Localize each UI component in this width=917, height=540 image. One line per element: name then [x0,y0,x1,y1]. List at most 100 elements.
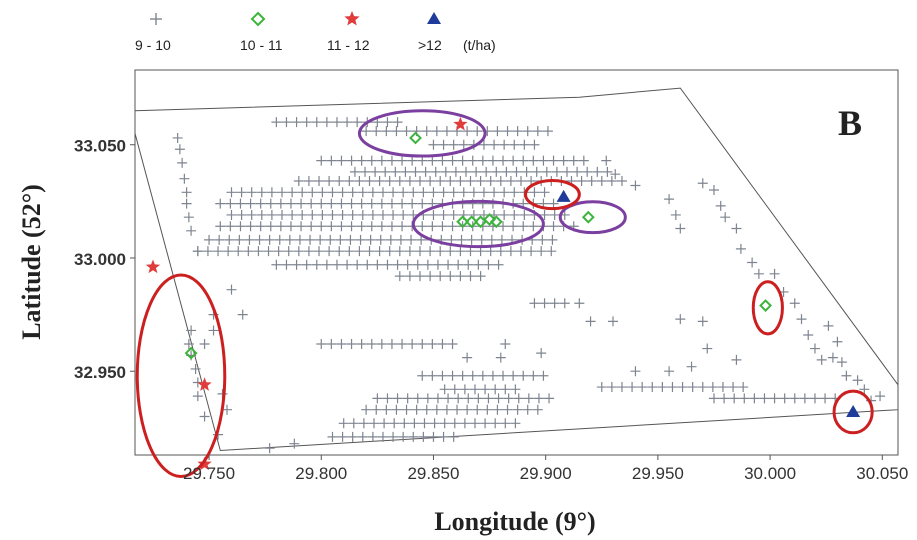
plus-marker [498,155,509,166]
plus-marker [346,198,357,209]
plus-marker [431,126,442,137]
plus-marker [462,126,473,137]
plus-marker [392,393,403,404]
plus-marker [392,117,403,128]
plus-marker [455,246,466,257]
plus-marker [356,155,367,166]
plus-marker [574,298,585,309]
plus-marker [395,234,406,245]
plus-marker [291,259,302,270]
plus-marker [759,393,770,404]
plus-marker [422,259,433,270]
plus-marker [316,198,327,209]
plus-marker [472,404,483,415]
plus-marker [276,209,287,220]
plus-marker [376,155,387,166]
plus-marker [360,166,371,177]
star-marker [145,259,161,274]
plus-marker [412,259,423,270]
plus-marker [561,166,572,177]
plus-marker [441,126,452,137]
diamond-marker [409,131,422,145]
plus-marker [355,234,366,245]
plus-marker [317,187,328,198]
plus-marker [455,271,466,282]
plus-marker [495,175,506,186]
plus-marker [380,166,391,177]
triangle-marker [846,404,861,417]
plus-marker [471,166,482,177]
plus-marker [274,234,285,245]
plus-marker [486,234,497,245]
plus-marker [266,187,277,198]
plus-marker [397,198,408,209]
plus-marker [809,393,820,404]
plus-marker [720,212,731,223]
plus-marker [657,382,668,393]
plus-marker [485,246,496,257]
legend: 9 - 10 10 - 11 11 - 12 >12 (t/ha) [135,11,496,53]
plus-marker [541,166,552,177]
plus-marker [789,298,800,309]
plus-marker [518,221,529,232]
plus-marker [469,418,480,429]
plus-marker [331,259,342,270]
plus-marker [823,320,834,331]
plus-marker [428,187,439,198]
plus-marker [287,209,298,220]
plus-marker [179,173,190,184]
plus-marker [297,187,308,198]
plus-marker [437,339,448,350]
x-tick-label: 29.750 [183,464,235,483]
legend-label-11-12: 11 - 12 [327,37,370,53]
plus-marker [233,246,244,257]
plus-marker [357,431,368,442]
plus-marker [518,155,529,166]
plus-marker [264,443,275,454]
x-axis: 29.750 29.800 29.850 29.900 29.950 30.000 30.0… [183,455,908,483]
plus-marker [483,393,494,404]
plus-marker [799,393,810,404]
plus-marker [419,418,430,429]
plus-marker [367,187,378,198]
plus-marker [364,175,375,186]
plus-marker [439,418,450,429]
plus-marker [496,234,507,245]
plus-marker [448,187,459,198]
plus-marker [453,393,464,404]
panel-label: B [838,103,862,143]
plus-marker [315,234,326,245]
plus-marker [349,166,360,177]
plus-marker [832,336,843,347]
plus-marker [289,438,300,449]
plus-marker [508,155,519,166]
plus-marker [512,404,523,415]
plus-marker [327,187,338,198]
plus-marker [558,155,569,166]
plus-marker [389,418,400,429]
plus-marker [697,316,708,327]
plus-marker [265,198,276,209]
plus-marker [293,175,304,186]
star-marker [453,116,468,131]
plus-marker [372,259,383,270]
plus-marker [255,198,266,209]
plus-marker [326,155,337,166]
plus-marker [417,339,428,350]
plus-marker [489,187,500,198]
plus-marker [489,139,500,150]
plus-marker [875,391,886,402]
plus-marker [366,155,377,166]
highlight-ellipse [558,200,627,235]
series-gt12 [556,189,861,417]
plus-marker [246,187,257,198]
plus-marker [859,384,870,395]
plus-marker [235,221,246,232]
plus-marker [455,175,466,186]
plus-marker [174,144,185,155]
legend-marker-triangle [427,12,441,24]
plus-marker [421,126,432,137]
plus-marker [415,246,426,257]
plus-marker [398,431,409,442]
highlight-ellipses [135,109,874,479]
